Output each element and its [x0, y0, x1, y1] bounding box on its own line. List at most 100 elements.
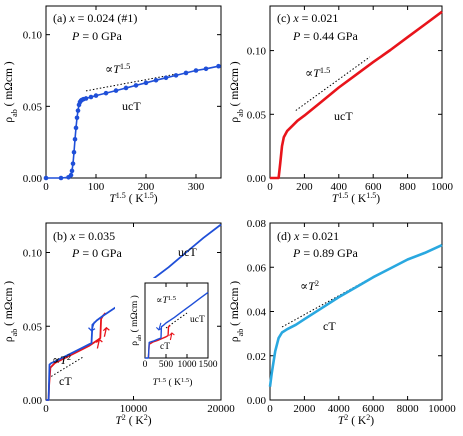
y-axis-label-part: ρ [3, 117, 15, 123]
power-law-label-part: 2 [67, 353, 71, 362]
y-tick-label: 0.02 [247, 351, 266, 363]
power-law-label-part: 2 [315, 279, 319, 288]
inset-x-axis-label: T1.5 ( K1.5) [153, 377, 193, 389]
y-tick-label: 0.00 [247, 395, 267, 407]
x-tick-label: 8000 [397, 403, 420, 415]
series-line [46, 65, 219, 179]
y-axis-label-part: ( mΩcm ) [3, 281, 15, 329]
y-axis-label: ρab ( mΩcm ) [229, 281, 245, 342]
pressure-label-part: = 0 GPa [79, 29, 122, 43]
y-axis-label-part: ρ [3, 336, 15, 342]
panel-header-part: x [293, 229, 300, 243]
x-tick-label: 1500 [199, 360, 218, 370]
x-tick-label: 500 [159, 360, 174, 370]
data-point [153, 77, 159, 83]
x-axis-label-part: 2 [344, 413, 348, 422]
data-point [143, 80, 149, 86]
phase-label-lower: cT [59, 374, 72, 388]
x-axis-label: T2 ( K2) [338, 413, 374, 428]
y-tick-label: 0.08 [247, 218, 267, 230]
data-point [216, 63, 221, 69]
y-tick-label: 0.00 [23, 173, 43, 185]
y-axis-label: ρab ( mΩcm ) [229, 61, 245, 122]
y-tick-label: 0.10 [247, 46, 267, 58]
data-point [193, 68, 199, 73]
pressure-label-part: P [292, 29, 301, 43]
power-law-label-part: 1.5 [120, 62, 130, 71]
data-point [113, 88, 119, 93]
pressure-label-part: P [292, 246, 301, 260]
y-tick-label: 0.05 [23, 101, 43, 113]
inset-x-axis-label-part: 1.5 [158, 377, 167, 384]
inset-y-axis-label: ρab ( mΩcm ) [129, 295, 143, 346]
plot-frame [144, 282, 209, 359]
x-axis-label-part: T [332, 193, 340, 205]
panel-header-part: (c) [277, 11, 293, 25]
x-tick-label: 400 [331, 181, 348, 193]
data-point [43, 175, 49, 181]
y-axis-label: ρab ( mΩcm ) [3, 61, 19, 122]
inset-series-warming [147, 324, 171, 359]
plot-frame [269, 5, 443, 179]
x-tick-label: 0 [267, 403, 273, 415]
x-axis-label-part: ( K [348, 193, 367, 205]
data-point [73, 125, 79, 131]
cooling-arrow [88, 321, 96, 332]
x-tick-label: 600 [365, 181, 382, 193]
panel-header-part: = 0.024 (#1) [75, 11, 138, 25]
data-point [163, 75, 169, 81]
panel-header-part: (d) [277, 229, 294, 243]
x-tick-label: 800 [399, 181, 416, 193]
x-tick-label: 1000 [178, 360, 197, 370]
power-law-label-part: T [313, 66, 321, 80]
y-axis-label-part: ρ [229, 336, 241, 342]
series-line-cooling [46, 223, 222, 401]
data-point [93, 93, 99, 98]
x-axis-label-part: ) [376, 193, 380, 205]
inset-x-axis-label-part: T [153, 378, 159, 388]
series-line [268, 243, 443, 387]
panel-header-part: = 0.021 [299, 229, 339, 243]
data-point [88, 94, 94, 100]
data-point [133, 83, 139, 88]
data-point [68, 172, 74, 178]
x-tick-label: 0 [143, 360, 148, 370]
x-axis-label-part: T [338, 415, 346, 427]
x-axis-label: T1.5 ( K1.5) [109, 191, 157, 206]
x-axis-label-part: ) [154, 193, 158, 205]
pressure-label-part: P [71, 29, 80, 43]
data-point [103, 90, 109, 96]
panel-header-part: x [69, 229, 76, 243]
y-axis-label-part: ab [236, 109, 245, 117]
x-axis-label: T2 ( K2) [115, 413, 151, 428]
y-axis-label-part: ( mΩcm ) [229, 61, 241, 109]
inset-x-axis-label-part: ( K [166, 377, 181, 388]
inset-cooling-arrow [155, 322, 162, 331]
data-point [58, 175, 64, 181]
panel-header: (c) x = 0.021 [277, 11, 338, 25]
y-tick-label: 0.05 [247, 109, 267, 121]
panel-header-part: (a) [53, 11, 69, 25]
y-tick-label: 0.05 [23, 321, 43, 333]
y-tick-label: 0.10 [23, 248, 43, 260]
power-law-label-part: T [308, 279, 316, 293]
y-tick-label: 0.06 [247, 262, 267, 274]
panel-d: 0 2000 4000 6000 8000 10000 0.00 0.02 0.04 0.06 0.… [229, 218, 456, 427]
x-axis-label-part: ( K [126, 193, 145, 205]
data-point [71, 149, 77, 155]
x-tick-label: 0 [43, 403, 49, 415]
panel-header-part: x [68, 11, 75, 25]
y-axis-label-part: ab [10, 109, 19, 117]
inset-power-law-label-part: ∝ [156, 296, 162, 306]
inset-x-axis-label-part: 1.5 [181, 377, 190, 384]
pressure-label: P = 0.44 GPa [292, 29, 358, 43]
panel-header-part: = 0.021 [299, 11, 339, 25]
pressure-label-part: = 0 GPa [79, 246, 122, 260]
data-point [74, 115, 80, 121]
y-tick-label: 0.00 [23, 395, 43, 407]
pressure-label: P = 0.89 GPa [292, 246, 358, 260]
y-axis-label: ρab ( mΩcm ) [3, 281, 19, 342]
inset-power-law-label: ∝T1.5 [156, 295, 177, 307]
